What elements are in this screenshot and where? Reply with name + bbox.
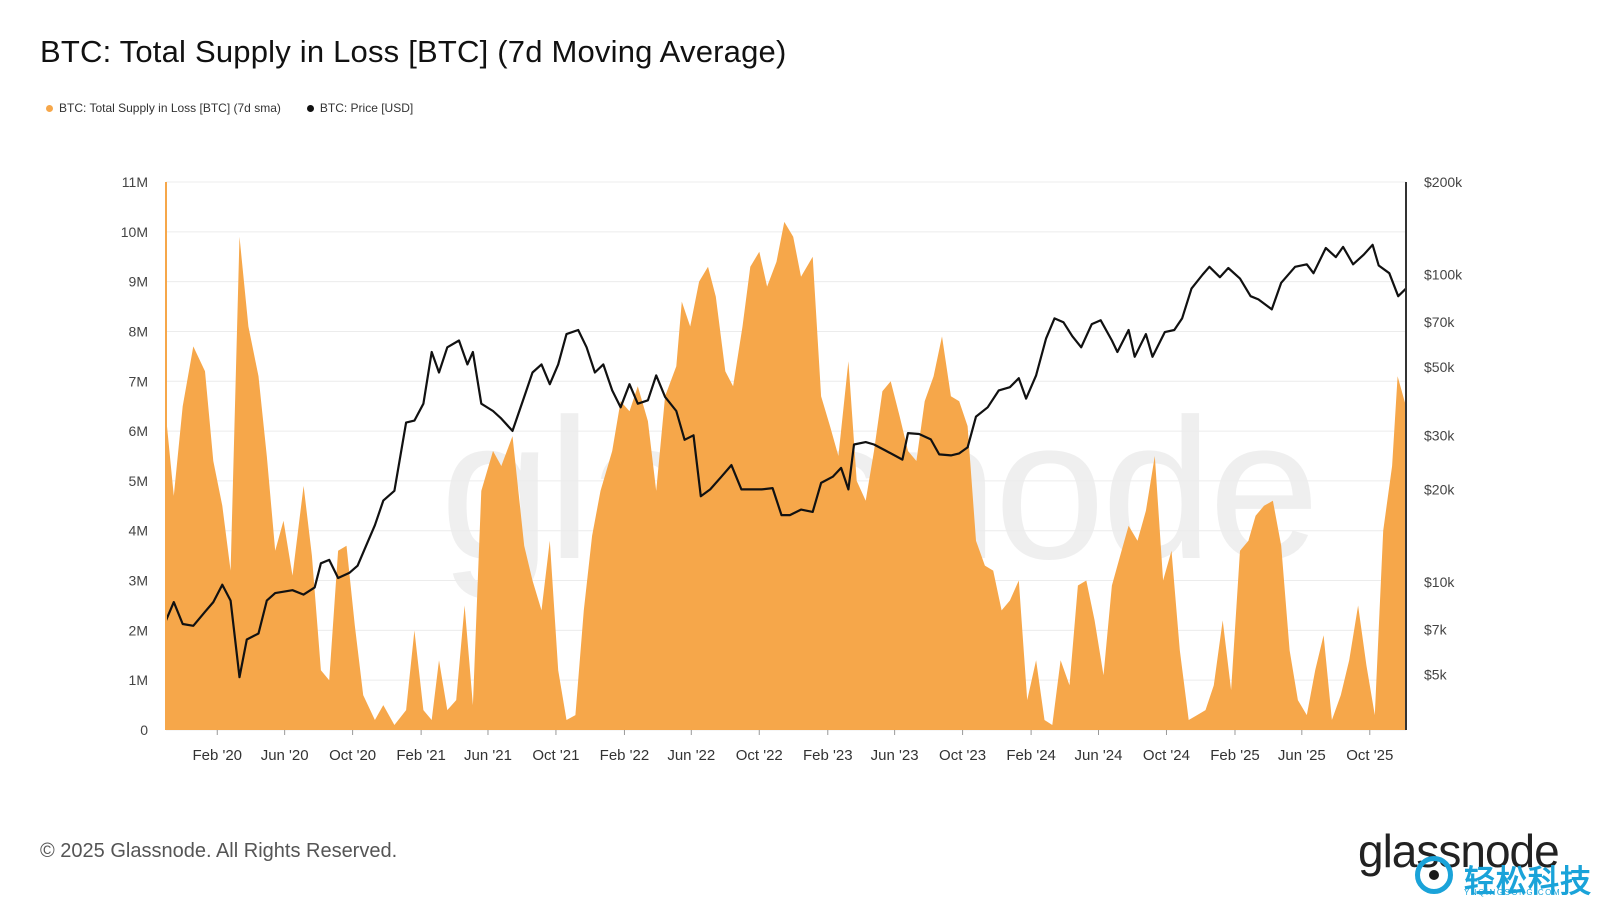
y-left-tick-label: 8M <box>129 323 148 339</box>
x-tick-label: Oct '24 <box>1143 747 1190 764</box>
y-right-tick-label: $30k <box>1424 427 1455 443</box>
legend-swatch-price <box>306 104 314 112</box>
legend-item-supply[interactable]: BTC: Total Supply in Loss [BTC] (7d sma) <box>46 101 281 115</box>
x-tick-label: Jun '25 <box>1278 747 1326 764</box>
supply-in-loss-area <box>166 221 1406 730</box>
x-tick-label: Jun '23 <box>871 747 919 764</box>
x-tick-label: Jun '21 <box>464 747 512 764</box>
x-tick-label: Oct '23 <box>939 747 986 764</box>
y-left-tick-label: 0 <box>140 722 148 738</box>
x-tick-label: Oct '25 <box>1346 747 1393 764</box>
legend-swatch-supply <box>46 104 53 112</box>
x-tick-label: Feb '25 <box>1210 747 1260 764</box>
x-tick-label: Feb '22 <box>600 747 650 764</box>
y-left-tick-label: 4M <box>129 523 148 539</box>
x-tick-label: Feb '23 <box>803 747 853 764</box>
x-tick-label: Jun '22 <box>667 747 715 764</box>
y-left-tick-label: 7M <box>129 373 148 389</box>
legend-item-price[interactable]: BTC: Price [USD] <box>306 101 414 115</box>
x-tick-label: Jun '24 <box>1075 747 1123 764</box>
y-right-tick-label: $20k <box>1424 481 1455 497</box>
copyright-footer: © 2025 Glassnode. All Rights Reserved. <box>40 840 398 862</box>
legend-label-supply: BTC: Total Supply in Loss [BTC] (7d sma) <box>59 101 281 115</box>
x-tick-label: Feb '21 <box>396 747 446 764</box>
x-tick-label: Oct '21 <box>532 747 579 764</box>
y-left-tick-label: 9M <box>129 274 148 290</box>
x-tick-label: Oct '20 <box>329 747 376 764</box>
y-right-tick-label: $10k <box>1424 574 1455 590</box>
y-right-tick-label: $7k <box>1424 622 1448 638</box>
y-right-tick-label: $50k <box>1424 359 1455 375</box>
y-right-tick-label: $70k <box>1424 314 1455 330</box>
legend: BTC: Total Supply in Loss [BTC] (7d sma)… <box>46 101 413 115</box>
y-right-tick-label: $200k <box>1424 174 1463 190</box>
right-axis-ticks: $5k $7k $10k $20k $30k $50k $70k $100k $200k <box>1424 174 1463 683</box>
y-left-tick-label: 3M <box>129 573 148 589</box>
stamp-text: 轻松科技 <box>1464 864 1592 899</box>
left-axis-ticks: 0 1M 2M 3M 4M 5M 6M 7M 8M 9M 10M 11M <box>121 174 148 738</box>
x-tick-label: Jun '20 <box>261 747 309 764</box>
stamp-subtext: YNQINGSONG.COM <box>1464 888 1562 897</box>
glassnode-logo[interactable]: glassnode <box>1358 825 1560 877</box>
legend-label-price: BTC: Price [USD] <box>319 101 414 115</box>
x-tick-label: Feb '20 <box>192 747 242 764</box>
y-right-tick-label: $100k <box>1424 267 1463 283</box>
btc-price-line <box>164 243 1407 679</box>
x-axis-ticks: Feb '20 Jun '20 Oct '20 Feb '21 Jun '21 Oct '… <box>192 730 1393 764</box>
y-left-tick-label: 6M <box>129 423 148 439</box>
y-left-tick-label: 1M <box>129 672 148 688</box>
chart-title: BTC: Total Supply in Loss [BTC] (7d Movi… <box>40 34 787 69</box>
x-tick-label: Feb '24 <box>1006 747 1056 764</box>
y-left-tick-label: 11M <box>122 174 148 190</box>
y-left-tick-label: 5M <box>129 473 148 489</box>
y-left-tick-label: 10M <box>121 224 148 240</box>
y-right-tick-label: $5k <box>1424 667 1448 683</box>
y-left-tick-label: 2M <box>129 622 148 638</box>
stamp-logo-icon <box>1415 856 1453 894</box>
x-tick-label: Oct '22 <box>736 747 783 764</box>
